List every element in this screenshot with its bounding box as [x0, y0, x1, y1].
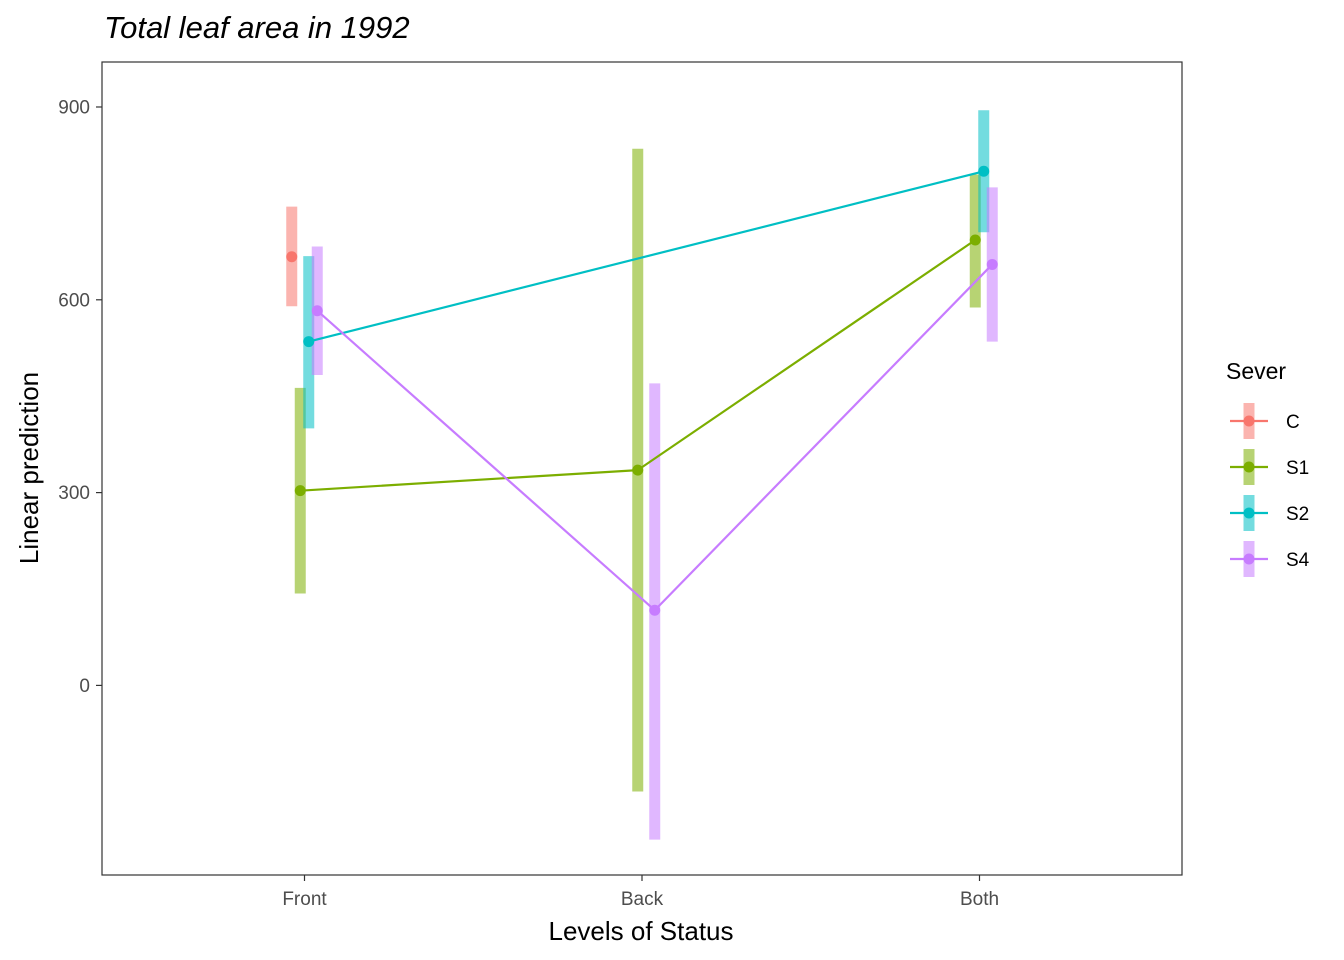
legend-item-s4: S4 [1230, 541, 1310, 577]
x-tick-label-both: Both [960, 889, 999, 910]
legend-key-point [1243, 507, 1255, 519]
legend-item-s1: S1 [1230, 449, 1309, 485]
point-s1-both [969, 234, 981, 246]
legend-key-point [1243, 461, 1255, 473]
point-s4-back [649, 604, 661, 616]
point-s1-front [294, 485, 306, 497]
legend-title: Sever [1226, 358, 1286, 384]
chart-title: Total leaf area in 1992 [104, 10, 410, 45]
x-axis: Front Back Both [282, 875, 999, 910]
y-tick-label: 600 [58, 290, 90, 311]
point-s1-back [632, 464, 644, 476]
y-tick-label: 300 [58, 483, 90, 504]
y-axis-title: Linear prediction [14, 372, 44, 564]
legend: Sever C S1 S2 S4 [1226, 358, 1310, 577]
point-s2-front [303, 336, 315, 348]
legend-item-s2: S2 [1230, 495, 1309, 531]
x-tick-label-front: Front [282, 889, 327, 910]
point-s4-front [311, 305, 323, 317]
legend-label: S2 [1286, 504, 1309, 525]
legend-key-point [1243, 553, 1255, 565]
point-c-front [286, 251, 298, 263]
y-tick-label: 0 [79, 676, 90, 697]
y-tick-label: 900 [58, 97, 90, 118]
series-line-s2 [308, 170, 985, 343]
point-s4-both [986, 258, 998, 270]
legend-item-c: C [1230, 403, 1300, 439]
point-s2-both [978, 165, 990, 177]
y-axis: 0 300 600 900 [58, 97, 102, 697]
legend-label: S1 [1286, 458, 1309, 479]
legend-label: S4 [1286, 550, 1310, 571]
x-tick-label-back: Back [621, 889, 664, 910]
legend-label: C [1286, 412, 1300, 433]
x-axis-title: Levels of Status [549, 916, 734, 946]
series-layer [286, 110, 998, 840]
legend-key-point [1243, 415, 1255, 427]
